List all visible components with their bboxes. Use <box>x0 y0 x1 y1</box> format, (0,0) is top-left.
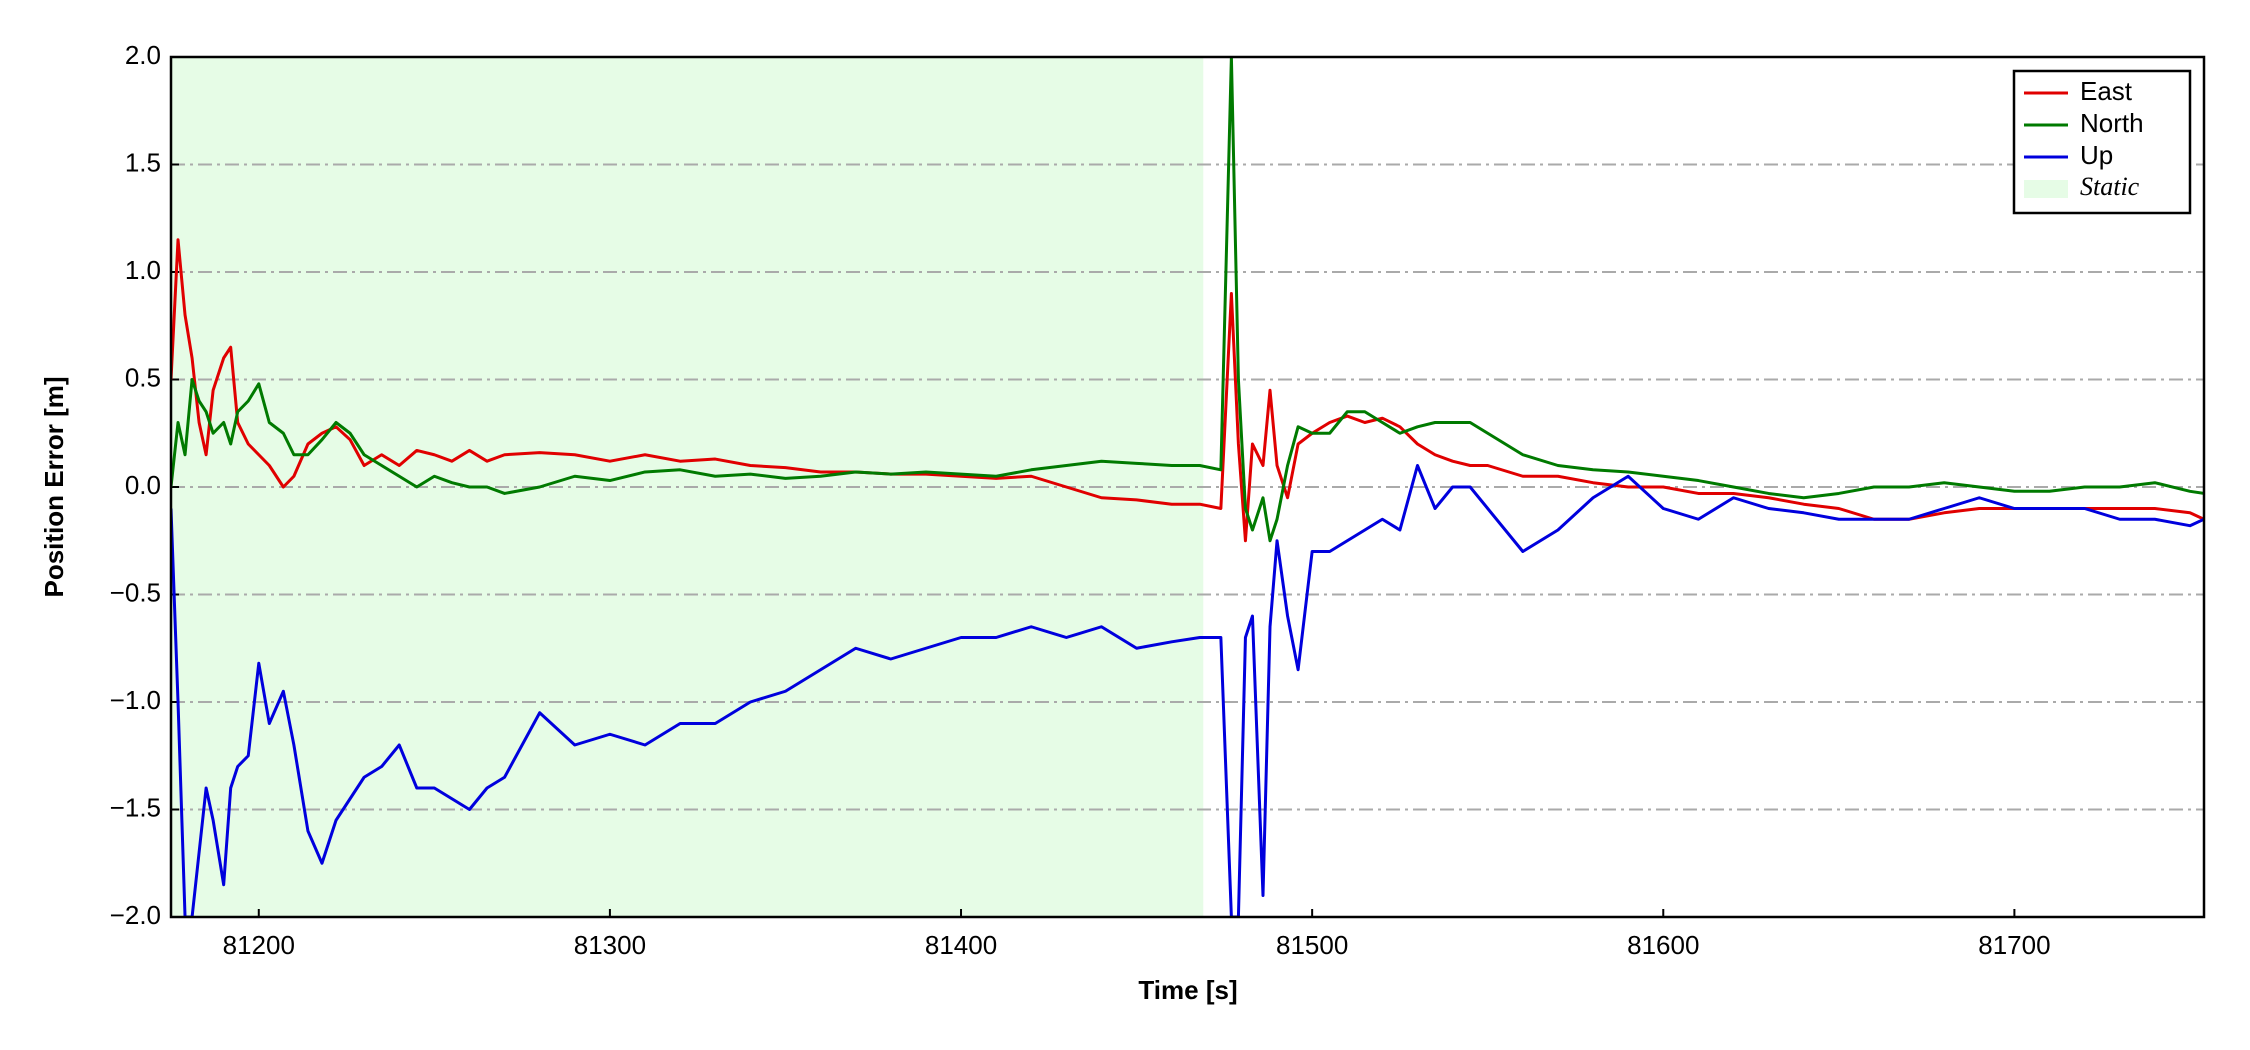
y-tick-label: 1.5 <box>125 147 161 177</box>
series-line <box>171 464 2204 917</box>
x-tick-label: 81700 <box>1978 930 2050 960</box>
x-tick-label: 81200 <box>223 930 295 960</box>
x-axis-label: Time [s] <box>1138 975 1237 1005</box>
legend-label: Up <box>2080 140 2113 170</box>
y-tick-label: 2.0 <box>125 40 161 70</box>
y-tick-label: −1.0 <box>110 685 161 715</box>
x-tick-label: 81500 <box>1276 930 1348 960</box>
legend-swatch <box>2024 180 2068 198</box>
y-axis-label: Position Error [m] <box>39 376 69 597</box>
y-tick-label: 0.0 <box>125 470 161 500</box>
series-line <box>171 57 2204 543</box>
x-tick-label: 81600 <box>1627 930 1699 960</box>
y-tick-label: −0.5 <box>110 577 161 607</box>
plot-frame <box>169 55 2206 919</box>
y-tick-label: 0.5 <box>125 362 161 392</box>
legend-label: North <box>2080 108 2144 138</box>
legend-label: Static <box>2080 172 2140 201</box>
y-tick-label: 1.0 <box>125 255 161 285</box>
plot-lines <box>171 57 2204 917</box>
y-tick-label: −1.5 <box>110 792 161 822</box>
x-tick-label: 81300 <box>574 930 646 960</box>
x-tick-label: 81400 <box>925 930 997 960</box>
legend-label: East <box>2080 76 2133 106</box>
series-line <box>171 238 2204 543</box>
y-tick-label: −2.0 <box>110 900 161 930</box>
